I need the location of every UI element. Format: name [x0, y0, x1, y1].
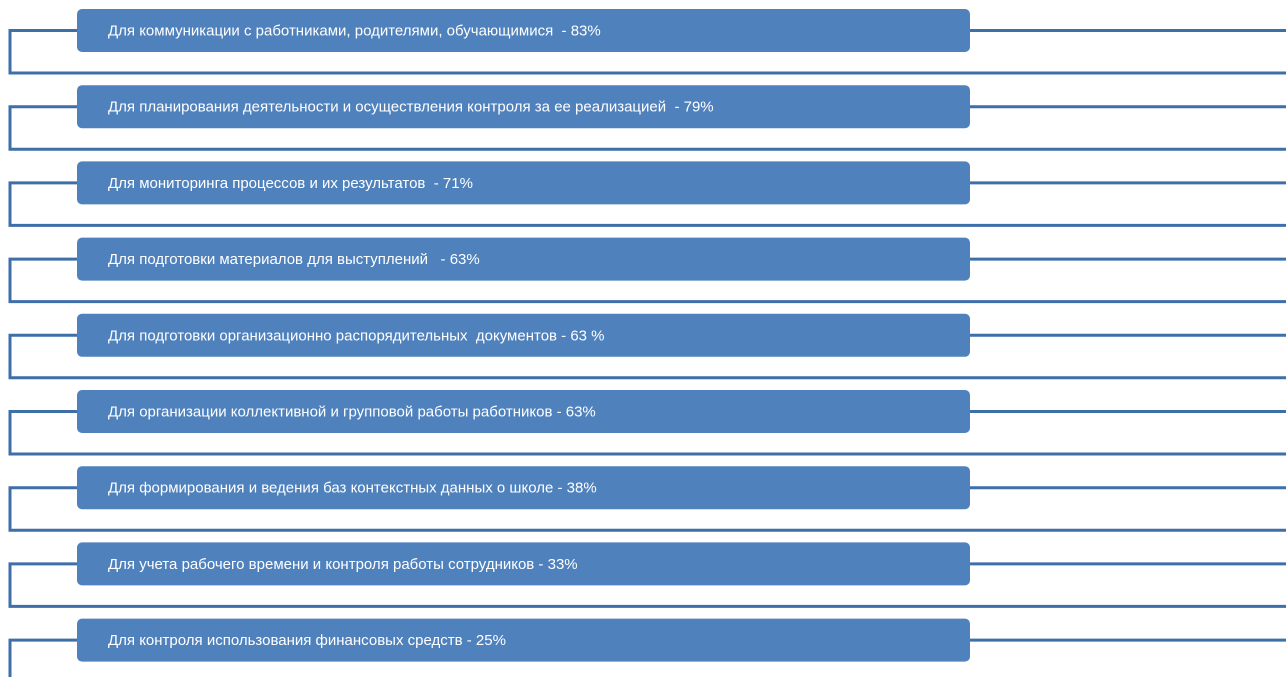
item-label: Для мониторинга процессов и их результат… — [108, 175, 473, 192]
item-box — [77, 542, 970, 586]
item-box — [77, 466, 970, 510]
bracket-line — [8, 562, 1286, 608]
item-box — [77, 9, 970, 52]
item-box — [77, 313, 970, 357]
item-label: Для подготовки организационно распорядит… — [108, 327, 605, 344]
item-label: Для организации коллективной и групповой… — [108, 403, 596, 420]
item-label: Для коммуникации с работниками, родителя… — [108, 22, 601, 39]
item-box — [77, 237, 970, 281]
bracket-line — [8, 181, 1286, 227]
item-label: Для учета рабочего времени и контроля ра… — [108, 556, 578, 573]
item-label: Для контроля использования финансовых ср… — [108, 632, 506, 649]
bracket-line — [8, 410, 1286, 456]
item-label: Для формирования и ведения баз контекстн… — [108, 480, 597, 497]
item-box — [77, 161, 970, 205]
item-label: Для подготовки материалов для выступлени… — [108, 251, 480, 268]
item-box — [77, 85, 970, 129]
bracket-line — [8, 105, 1286, 151]
bracket-line — [8, 333, 1286, 380]
item-box — [77, 618, 970, 662]
bracket-line — [8, 638, 77, 677]
item-label: Для планирования деятельности и осуществ… — [108, 99, 714, 116]
bracket-line — [8, 257, 1286, 304]
bracket-line — [8, 29, 1286, 75]
bracket-line — [8, 486, 1286, 532]
item-box — [77, 390, 970, 433]
